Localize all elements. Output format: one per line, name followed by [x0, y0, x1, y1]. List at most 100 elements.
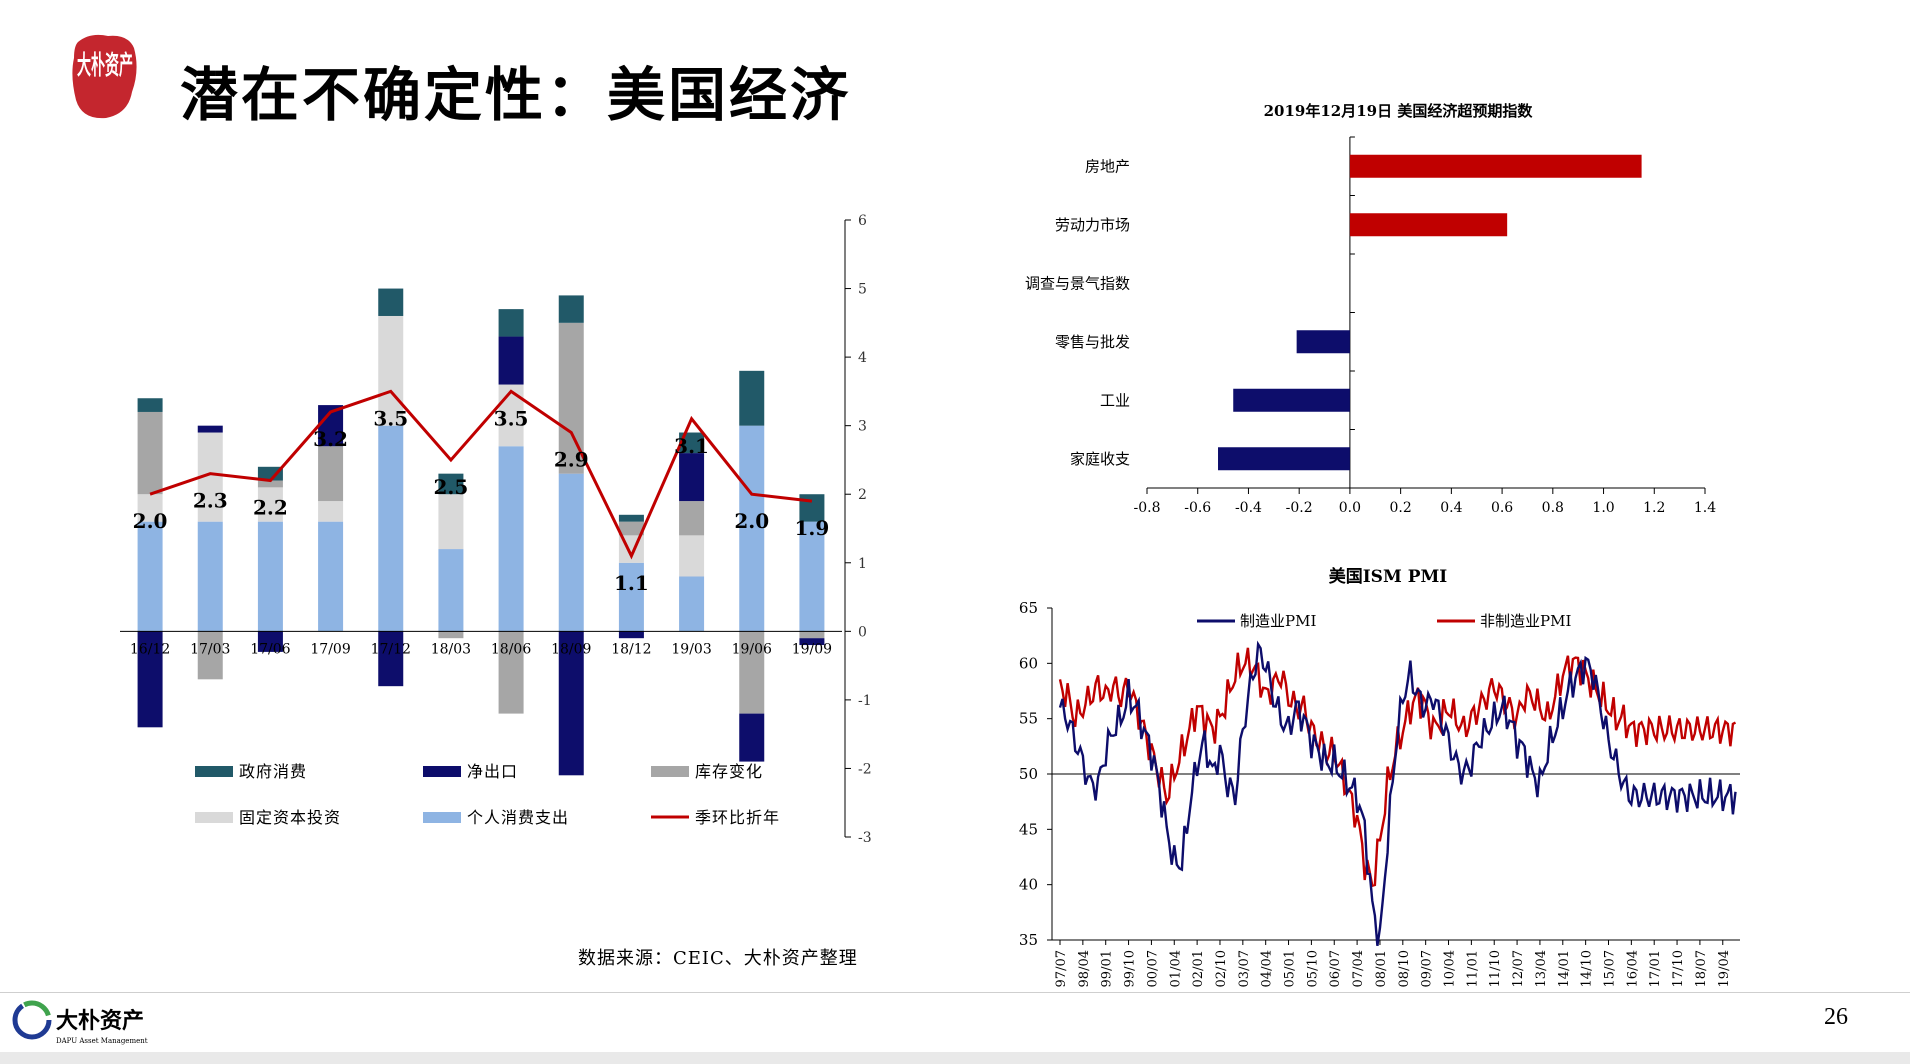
bar-segment: [438, 549, 464, 632]
x-tick-label: 17/12: [371, 641, 411, 657]
surprise-index-chart: 2019年12月19日 美国经济超预期指数 -0.8 -0.6 -0.4 -0.2 0.0…: [1025, 102, 1716, 516]
bar-segment: [318, 521, 344, 632]
x-tick-label: 15/07: [1602, 950, 1617, 987]
x-tick-label: 19/04: [1717, 950, 1732, 987]
legend-label: 政府消费: [239, 762, 307, 781]
y-tick-label: 65: [1019, 599, 1038, 617]
chart-title: 2019年12月19日 美国经济超预期指数: [1264, 102, 1534, 120]
y-tick-label: 3: [858, 419, 867, 435]
bar-segment: [498, 446, 524, 632]
bar-segment: [618, 562, 644, 632]
bar-segment: [257, 521, 283, 632]
x-tick-label: 17/09: [310, 641, 350, 657]
x-tick-label: 05/01: [1283, 950, 1298, 987]
x-tick-label: 99/10: [1123, 950, 1138, 987]
x-tick-label: 97/07: [1054, 950, 1069, 987]
bar-segment: [318, 446, 344, 502]
bar-segment: [739, 631, 765, 714]
x-tick-label: 1.4: [1694, 500, 1716, 516]
bar-segment: [438, 631, 464, 639]
x-tick-label: 02/01: [1191, 950, 1206, 987]
y-tick-label: 1: [858, 556, 867, 572]
x-tick-label: 17/10: [1671, 950, 1686, 987]
x-tick-label: 02/10: [1214, 950, 1229, 987]
y-tick-label: 6: [858, 213, 867, 229]
logo-seal-text: 大朴资产: [77, 51, 133, 81]
data-label: 3.2: [313, 427, 348, 451]
legend-label: 季环比折年: [695, 808, 780, 827]
category-label: 劳动力市场: [1055, 216, 1130, 234]
y-tick-label: 0: [858, 624, 867, 640]
bar: [1349, 213, 1508, 237]
footer-logo-text: 大朴资产: [56, 1008, 144, 1034]
bar-segment: [378, 631, 404, 687]
data-label: 2.2: [253, 496, 288, 520]
x-tick-label: 11/01: [1465, 950, 1480, 987]
y-tick-label: 60: [1019, 654, 1038, 672]
bar-segment: [137, 631, 163, 728]
category-label: 家庭收支: [1070, 450, 1130, 468]
x-tick-label: 11/10: [1488, 950, 1503, 987]
bar-segment: [679, 453, 705, 502]
bar: [1218, 447, 1350, 471]
footer-band: [0, 1052, 1910, 1064]
x-tick-label: 10/04: [1443, 950, 1458, 987]
legend-label: 库存变化: [695, 762, 763, 781]
x-tick-label: 05/10: [1305, 950, 1320, 987]
legend-swatch: [423, 766, 461, 777]
bar-segment: [378, 425, 404, 632]
bar-segment: [799, 631, 825, 639]
slide-title: 潜在不确定性：美国经济: [180, 61, 852, 129]
category-label: 房地产: [1085, 157, 1130, 175]
bar-segment: [799, 521, 825, 632]
bar-segment: [137, 411, 163, 495]
x-tick-label: 18/03: [431, 641, 471, 657]
bar-segment: [137, 398, 163, 412]
bar-segment: [618, 514, 644, 522]
legend-label: 制造业PMI: [1240, 612, 1316, 630]
bar-segment: [498, 336, 524, 385]
data-label: 1.1: [614, 571, 649, 595]
data-label: 3.1: [674, 434, 709, 458]
bar: [1349, 154, 1642, 178]
y-tick-label: 2: [858, 487, 867, 503]
x-tick-label: 01/04: [1168, 950, 1183, 987]
x-tick-label: -0.4: [1235, 500, 1262, 516]
x-tick-label: 14/01: [1557, 950, 1572, 987]
data-label: 2.0: [133, 509, 168, 533]
y-tick-label: 40: [1019, 876, 1038, 894]
ism-pmi-chart: 美国ISM PMI 35 40 45 50 55 60 65 97/07 98/04 99/01 99…: [1019, 566, 1740, 987]
page-number: 26: [1824, 1004, 1848, 1030]
y-tick-label: 50: [1019, 765, 1038, 783]
bar-segment: [618, 631, 644, 639]
x-tick-label: 12/07: [1511, 950, 1526, 987]
category-label: 零售与批发: [1055, 333, 1130, 351]
y-tick-label: -2: [858, 761, 872, 777]
x-tick-label: 13/04: [1534, 950, 1549, 987]
x-tick-label: 1.2: [1643, 500, 1665, 516]
bar: [1233, 388, 1350, 412]
x-tick-label: 0.0: [1339, 500, 1361, 516]
x-tick-label: 18/07: [1694, 950, 1709, 987]
bar-segment: [257, 480, 283, 488]
x-tick-label: 19/09: [792, 641, 832, 657]
legend-label: 个人消费支出: [467, 808, 569, 827]
bar-segment: [197, 425, 223, 433]
bar: [1296, 330, 1350, 354]
bar-segment: [679, 576, 705, 632]
legend-label: 净出口: [467, 762, 518, 781]
x-tick-label: 09/07: [1420, 950, 1435, 987]
legend-label: 非制造业PMI: [1480, 612, 1571, 630]
bar-segment: [679, 501, 705, 536]
bar-segment: [378, 315, 404, 426]
x-tick-label: 06/07: [1328, 950, 1343, 987]
data-label: 3.5: [494, 406, 529, 430]
data-label: 2.9: [554, 448, 589, 472]
bar-segment: [257, 487, 283, 522]
x-tick-label: 0.2: [1390, 500, 1412, 516]
x-tick-label: 1.0: [1592, 500, 1614, 516]
data-label: 2.0: [734, 509, 769, 533]
source-note: 数据来源：CEIC、大朴资产整理: [578, 948, 858, 969]
x-tick-label: 07/04: [1351, 950, 1366, 987]
y-tick-label: 35: [1019, 931, 1038, 949]
